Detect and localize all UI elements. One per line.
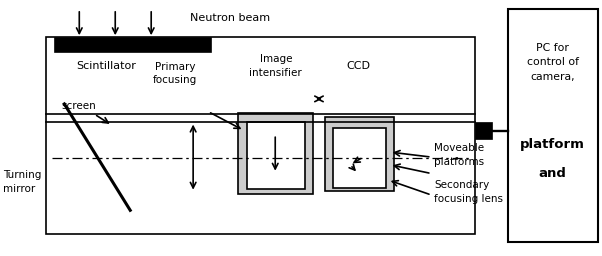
Text: Turning
mirror: Turning mirror: [2, 170, 41, 195]
Bar: [334, 128, 386, 187]
Text: CCD: CCD: [346, 61, 370, 71]
Bar: [325, 116, 394, 191]
Text: Image
intensifier: Image intensifier: [249, 54, 302, 78]
Bar: [46, 37, 475, 234]
Text: PC for
control of
camera,: PC for control of camera,: [527, 43, 579, 82]
Text: screen: screen: [61, 101, 96, 111]
Bar: [55, 38, 211, 52]
Text: platform: platform: [520, 138, 585, 151]
Bar: [475, 122, 492, 140]
Text: Scintillator: Scintillator: [76, 61, 136, 71]
Text: and: and: [539, 167, 566, 180]
Text: Secondary
focusing lens: Secondary focusing lens: [434, 180, 503, 204]
Bar: [507, 9, 598, 242]
Text: Primary
focusing: Primary focusing: [153, 62, 197, 85]
Bar: [238, 113, 313, 194]
Bar: [247, 122, 305, 189]
Text: Neutron beam: Neutron beam: [190, 13, 270, 23]
Text: Moveable
platforms: Moveable platforms: [434, 143, 484, 167]
